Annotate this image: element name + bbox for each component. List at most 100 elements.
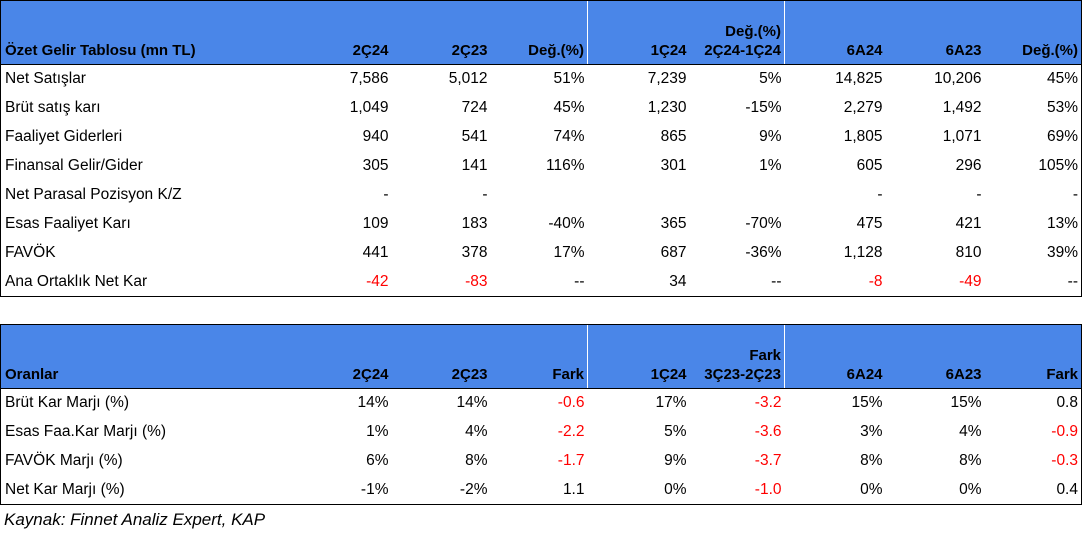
table-row: Brüt satış karı 1,049 724 45% 1,230 -15% 2,279…: [0, 93, 1082, 123]
table-cell: 378: [461, 244, 488, 261]
table-cell: [588, 181, 690, 210]
row-label: Ana Ortaklık Net Kar: [0, 267, 291, 297]
ratios-header-cell: Oranlar: [0, 324, 291, 389]
table-cell: [491, 181, 588, 210]
row-label: Esas Faaliyet Karı: [0, 209, 291, 239]
table-cell: 15%: [851, 394, 883, 412]
table-cell: 0%: [587, 475, 690, 505]
table-cell: 183: [461, 215, 488, 232]
table-cell: [690, 181, 785, 210]
income-header-cell: 2Ç24: [290, 0, 392, 65]
row-label: Brüt satış karı: [0, 93, 291, 123]
table-cell: 1,128: [843, 244, 883, 261]
table-cell: -3.7: [754, 452, 782, 469]
income-header-cell: 6A24: [784, 0, 886, 65]
table-cell: 5%: [759, 70, 782, 88]
income-header-cell: Değ.(%): [984, 0, 1082, 65]
table-cell: --: [490, 267, 588, 297]
income-header-cell: 6A23: [885, 0, 985, 65]
ratios-header-cell: 6A24: [784, 324, 886, 389]
table-cell: 0%: [784, 475, 886, 505]
table-cell: 14%: [456, 394, 488, 412]
table-cell: 8%: [860, 452, 883, 469]
table-cell: -1.7: [557, 452, 585, 469]
table-cell: 5,012: [448, 70, 488, 88]
row-label: Esas Faa.Kar Marjı (%): [0, 417, 291, 447]
row-label: FAVÖK Marjı (%): [0, 446, 291, 476]
table-row: Finansal Gelir/Gider 305 141 116% 301 1% 605 29…: [0, 151, 1082, 181]
table-cell: 1,230: [647, 99, 687, 116]
table-cell: -2%: [391, 475, 491, 505]
ratios-body: Brüt Kar Marjı (%) 14% 14% -0.6 17% -3.2 15% 15…: [0, 388, 1082, 505]
table-row: FAVÖK Marjı (%) 6% 8% -1.7 9% -3.7 8% 8% -0.3: [0, 446, 1082, 476]
ratios-header-cell: 2Ç24: [290, 324, 392, 389]
table-cell: -0.3: [984, 446, 1082, 476]
table-cell: 69%: [984, 122, 1082, 152]
table-cell: 109: [362, 215, 389, 232]
ratios-header-cell: 6A23: [885, 324, 985, 389]
table-row: Esas Faaliyet Karı 109 183 -40% 365 -70% 475 42…: [0, 209, 1082, 239]
table-cell: -15%: [745, 99, 782, 116]
table-cell: -: [383, 186, 389, 203]
table-row: FAVÖK 441 378 17% 687 -36% 1,128 810 39%: [0, 238, 1082, 268]
table-cell: 475: [856, 215, 883, 232]
table-cell: 0.8: [984, 388, 1082, 418]
table-cell: -1.0: [689, 475, 785, 505]
table-cell: -: [976, 186, 982, 203]
table-cell: 940: [362, 128, 389, 145]
table-cell: -40%: [548, 215, 585, 232]
table-cell: 421: [955, 215, 982, 232]
table-row: Net Kar Marjı (%) -1% -2% 1.1 0% -1.0 0% 0% 0.4: [0, 475, 1082, 505]
table-cell: -: [984, 180, 1082, 210]
table-cell: 8%: [959, 452, 982, 469]
row-label: Net Kar Marjı (%): [0, 475, 291, 505]
table-cell: 34: [587, 267, 690, 297]
table-row: Brüt Kar Marjı (%) 14% 14% -0.6 17% -3.2 15% 15…: [0, 388, 1082, 418]
table-cell: -3.6: [754, 423, 782, 440]
table-cell: 13%: [984, 209, 1082, 239]
ratios-header-cell: Fark 3Ç23-2Ç23: [689, 324, 785, 389]
table-cell: 365: [660, 215, 687, 232]
income-header-cell: Değ.(%): [490, 0, 588, 65]
source-note: Kaynak: Finnet Analiz Expert, KAP: [4, 510, 266, 529]
table-cell: -0.6: [557, 394, 585, 412]
income-header-row: Özet Gelir Tablosu (mn TL) 2Ç24 2Ç23 Değ.(%…: [0, 0, 1082, 65]
table-cell: -42: [290, 267, 392, 297]
row-label: Brüt Kar Marjı (%): [0, 388, 291, 418]
row-label: Faaliyet Giderleri: [0, 122, 291, 152]
table-cell: -83: [391, 267, 491, 297]
ratios-header-cell: Fark: [984, 324, 1082, 389]
ratios-table: Oranlar 2Ç24 2Ç23 Fark 1Ç24 Fark 3Ç23-2Ç23 6A2…: [0, 324, 1082, 505]
income-statement-table: Özet Gelir Tablosu (mn TL) 2Ç24 2Ç23 Değ.(%…: [0, 0, 1082, 297]
table-row: Faaliyet Giderleri 940 541 74% 865 9% 1,805 1,0…: [0, 122, 1082, 152]
table-cell: 1,805: [843, 128, 883, 145]
table-cell: 687: [660, 244, 687, 261]
table-cell: 10,206: [934, 70, 982, 88]
table-cell: 1%: [366, 423, 389, 440]
table-cell: -: [482, 186, 488, 203]
table-cell: 45%: [553, 99, 585, 116]
table-cell: 74%: [553, 128, 585, 145]
table-cell: 45%: [984, 64, 1082, 94]
table-cell: -0.9: [984, 417, 1082, 447]
table-cell: 3%: [860, 423, 883, 440]
table-cell: 39%: [984, 238, 1082, 268]
row-label: FAVÖK: [0, 238, 291, 268]
table-cell: 141: [461, 157, 488, 174]
table-cell: 1%: [759, 157, 782, 174]
table-cell: 17%: [553, 244, 585, 261]
income-header-cell: Özet Gelir Tablosu (mn TL): [0, 0, 291, 65]
table-cell: 0%: [885, 475, 985, 505]
table-cell: 116%: [546, 157, 585, 174]
table-cell: 1.1: [490, 475, 588, 505]
table-cell: 2,279: [843, 99, 883, 116]
table-row: Net Satışlar 7,586 5,012 51% 7,239 5% 14,825 10…: [0, 64, 1082, 94]
table-cell: 17%: [655, 394, 687, 412]
table-cell: 6%: [366, 452, 389, 469]
table-cell: -3.2: [754, 394, 782, 412]
table-cell: 53%: [984, 93, 1082, 123]
table-cell: 305: [362, 157, 389, 174]
table-cell: 441: [362, 244, 389, 261]
ratios-header-cell: Fark: [490, 324, 588, 389]
table-cell: 0.4: [984, 475, 1082, 505]
